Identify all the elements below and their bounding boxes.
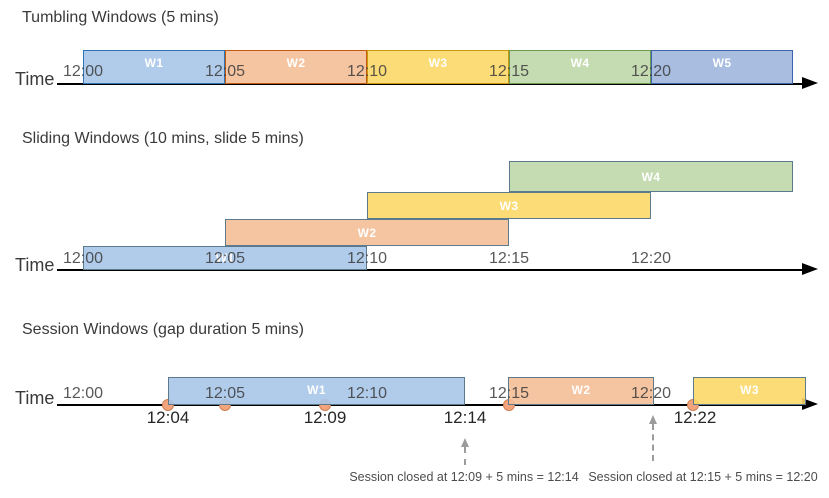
sliding-tick-12-00: 12:00 <box>62 250 104 267</box>
session-session-close-caption-1: Session closed at 12:09 + 5 mins = 12:14 <box>349 470 579 484</box>
tumbling-window-box-w2: W2 <box>225 50 367 84</box>
section-title-session-windows: Session Windows (gap duration 5 mins) <box>22 321 304 338</box>
session-window-label-w3: W3 <box>740 383 759 397</box>
time-axis-label-session: Time <box>15 388 55 408</box>
arrow-stem <box>464 447 466 465</box>
session-event-time-label-12-04: 12:04 <box>146 408 190 427</box>
time-axis-label-tumbling: Time <box>15 69 55 89</box>
session-axis-arrowhead-icon <box>802 398 818 410</box>
sliding-window-box-w2: W2 <box>225 219 509 246</box>
tumbling-tick-12-15: 12:15 <box>488 63 530 80</box>
session-event-time-label-12-22: 12:22 <box>673 408 717 427</box>
tumbling-tick-12-05: 12:05 <box>204 63 246 80</box>
tumbling-window-label-w3: W3 <box>428 56 448 70</box>
tumbling-tick-12-10: 12:10 <box>346 63 388 80</box>
session-session-close-caption-2: Session closed at 12:15 + 5 mins = 12:20 <box>588 470 818 484</box>
sliding-window-label-w4: W4 <box>641 169 661 184</box>
sliding-tick-12-05: 12:05 <box>204 250 246 267</box>
session-window-label-w1: W1 <box>307 383 326 397</box>
section-title-sliding-windows: Sliding Windows (10 mins, slide 5 mins) <box>22 130 304 147</box>
sliding-tick-12-10: 12:10 <box>346 250 388 267</box>
sliding-window-box-w4: W4 <box>509 161 793 192</box>
tumbling-tick-12-00: 12:00 <box>62 63 104 80</box>
sliding-window-box-w3: W3 <box>367 192 651 219</box>
tumbling-window-box-w3: W3 <box>367 50 509 84</box>
sliding-window-label-w1: W1 <box>215 251 235 265</box>
arrow-stem <box>652 424 654 461</box>
arrow-up-icon <box>649 415 657 424</box>
session-session-close-arrow-2 <box>648 415 658 461</box>
session-tick-12-15: 12:15 <box>488 385 530 402</box>
session-event-time-label-12-09: 12:09 <box>303 408 347 427</box>
sliding-tick-12-20: 12:20 <box>630 250 672 267</box>
sliding-window-label-w3: W3 <box>499 198 519 213</box>
tumbling-window-label-w1: W1 <box>144 56 164 70</box>
sliding-window-box-w1: W1 <box>83 246 367 270</box>
tumbling-timeline-axis <box>57 83 802 85</box>
tumbling-window-label-w2: W2 <box>286 56 306 70</box>
sliding-window-label-w2: W2 <box>357 225 377 240</box>
tumbling-window-label-w4: W4 <box>570 56 590 70</box>
session-window-label-w2: W2 <box>571 383 591 397</box>
tumbling-window-box-w4: W4 <box>509 50 651 84</box>
session-tick-12-00: 12:00 <box>62 385 104 402</box>
sliding-tick-12-15: 12:15 <box>488 250 530 267</box>
session-window-box-w3: W3 <box>693 377 806 405</box>
session-window-box-w2: W2 <box>508 377 654 405</box>
section-title-tumbling-windows: Tumbling Windows (5 mins) <box>22 9 219 26</box>
session-tick-12-10: 12:10 <box>346 385 388 402</box>
time-axis-label-sliding: Time <box>15 255 55 275</box>
arrow-up-icon <box>461 438 469 447</box>
sliding-axis-arrowhead-icon <box>802 263 818 275</box>
session-event-time-label-12-14: 12:14 <box>443 408 487 427</box>
tumbling-window-label-w5: W5 <box>712 56 732 70</box>
session-timeline-axis <box>57 404 802 406</box>
session-tick-12-20: 12:20 <box>630 385 672 402</box>
session-tick-12-05: 12:05 <box>204 385 246 402</box>
session-session-close-arrow-1 <box>460 438 470 465</box>
tumbling-window-box-w1: W1 <box>83 50 225 84</box>
tumbling-axis-arrowhead-icon <box>802 77 818 89</box>
tumbling-tick-12-20: 12:20 <box>630 63 672 80</box>
session-window-box-w1: W1 <box>168 377 465 405</box>
tumbling-window-box-w5: W5 <box>651 50 793 84</box>
sliding-timeline-axis <box>57 269 802 271</box>
